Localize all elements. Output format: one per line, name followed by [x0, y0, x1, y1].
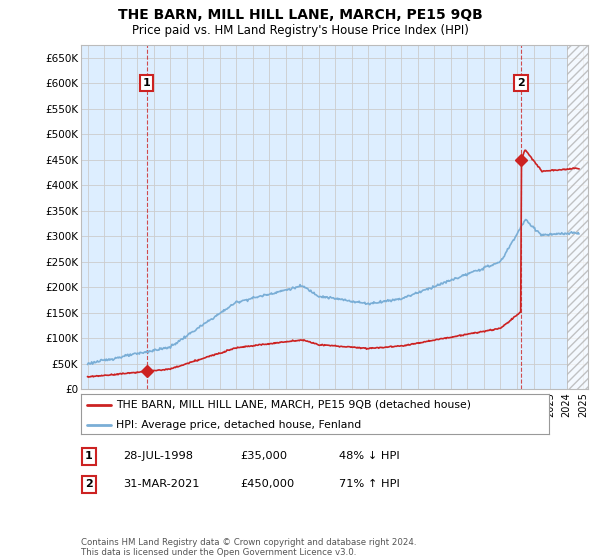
- Text: £450,000: £450,000: [240, 479, 294, 489]
- Text: £35,000: £35,000: [240, 451, 287, 461]
- Text: 71% ↑ HPI: 71% ↑ HPI: [339, 479, 400, 489]
- Text: 28-JUL-1998: 28-JUL-1998: [123, 451, 193, 461]
- Text: THE BARN, MILL HILL LANE, MARCH, PE15 9QB: THE BARN, MILL HILL LANE, MARCH, PE15 9Q…: [118, 8, 482, 22]
- Text: 1: 1: [85, 451, 92, 461]
- Text: Contains HM Land Registry data © Crown copyright and database right 2024.
This d: Contains HM Land Registry data © Crown c…: [81, 538, 416, 557]
- Text: HPI: Average price, detached house, Fenland: HPI: Average price, detached house, Fenl…: [116, 420, 361, 430]
- Text: THE BARN, MILL HILL LANE, MARCH, PE15 9QB (detached house): THE BARN, MILL HILL LANE, MARCH, PE15 9Q…: [116, 400, 471, 409]
- Text: 48% ↓ HPI: 48% ↓ HPI: [339, 451, 400, 461]
- Text: 2: 2: [85, 479, 92, 489]
- Text: 2: 2: [517, 78, 525, 88]
- Text: 31-MAR-2021: 31-MAR-2021: [123, 479, 199, 489]
- Text: 1: 1: [143, 78, 151, 88]
- Text: Price paid vs. HM Land Registry's House Price Index (HPI): Price paid vs. HM Land Registry's House …: [131, 24, 469, 37]
